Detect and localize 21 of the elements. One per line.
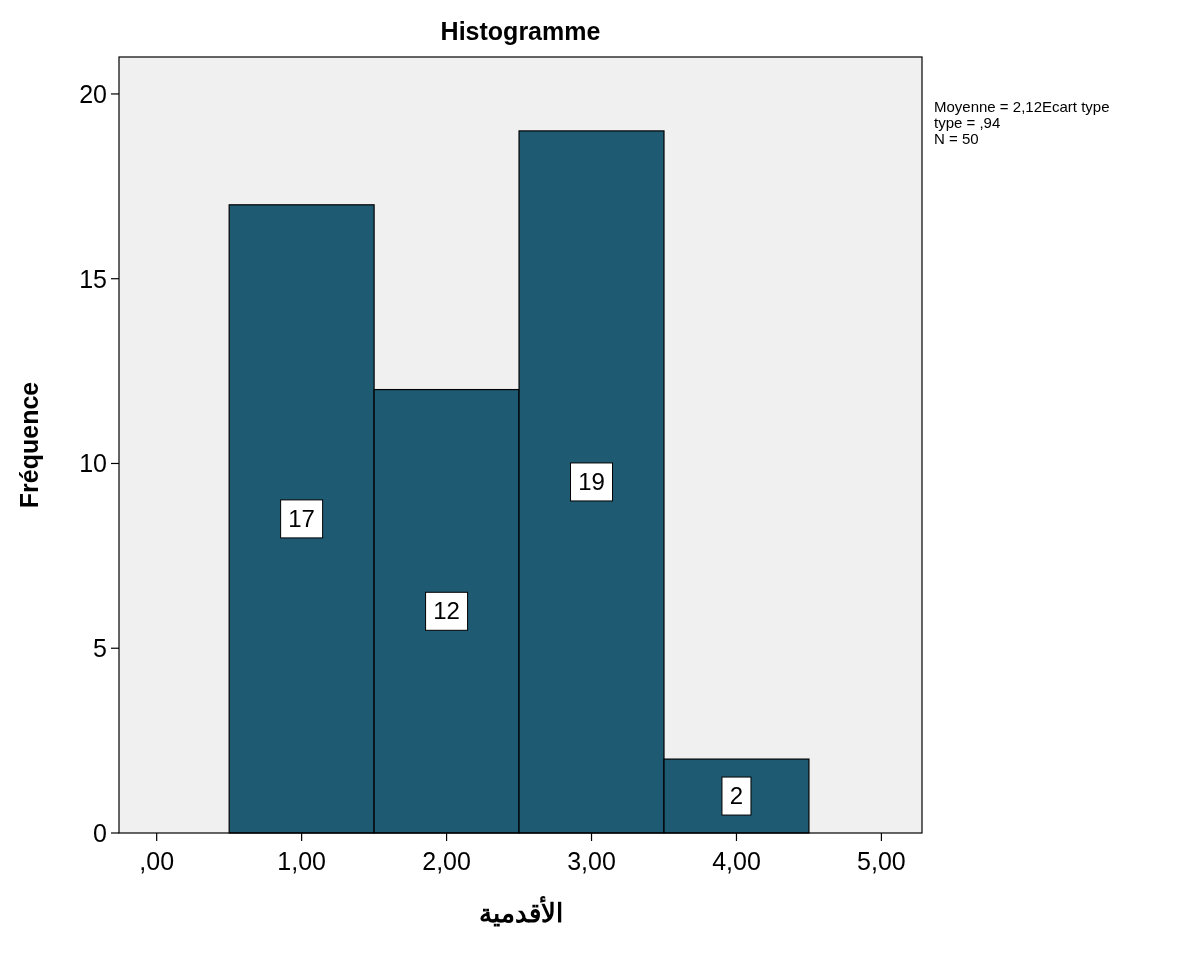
data-label: 17 bbox=[288, 504, 315, 532]
text: Moyenne = 2,12Ecart type bbox=[934, 98, 1110, 115]
text: type = ,94 bbox=[934, 114, 1001, 131]
y-tick-label: 5 bbox=[93, 634, 107, 663]
y-tick-label: 20 bbox=[79, 79, 107, 108]
x-tick-label: 3,00 bbox=[567, 847, 616, 875]
x-tick-label: 4,00 bbox=[712, 847, 761, 875]
chart-title: Histogramme bbox=[440, 17, 601, 45]
y-tick-label: 10 bbox=[79, 449, 107, 478]
x-tick-label: 2,00 bbox=[422, 847, 471, 875]
data-label: 19 bbox=[578, 467, 605, 495]
x-tick-label: 5,00 bbox=[857, 847, 906, 875]
y-axis-title: Fréquence bbox=[15, 381, 43, 509]
x-tick-label: ,00 bbox=[139, 847, 175, 875]
x-tick-label: 1,00 bbox=[277, 847, 326, 875]
y-tick-label: 0 bbox=[93, 819, 107, 847]
data-label: 2 bbox=[729, 782, 744, 810]
y-tick-label: 15 bbox=[79, 264, 107, 293]
x-axis-title: الأقدمية bbox=[478, 896, 563, 928]
data-label: 12 bbox=[433, 597, 460, 625]
text: N = 50 bbox=[934, 130, 979, 147]
